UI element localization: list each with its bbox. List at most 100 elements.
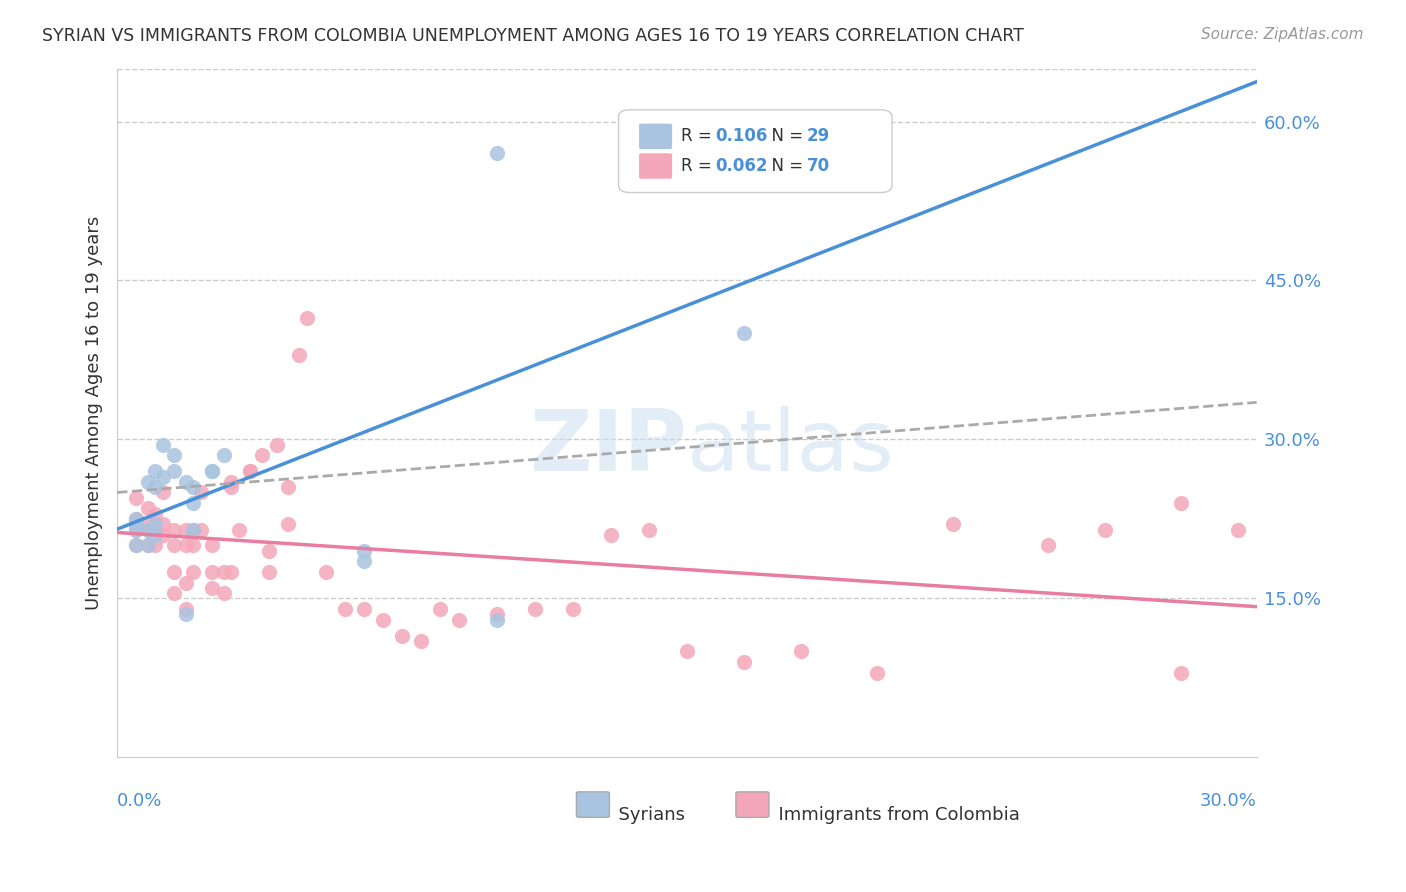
Point	[295, 310, 318, 325]
Point	[136, 501, 159, 516]
Text: SYRIAN VS IMMIGRANTS FROM COLOMBIA UNEMPLOYMENT AMONG AGES 16 TO 19 YEARS CORREL: SYRIAN VS IMMIGRANTS FROM COLOMBIA UNEMP…	[42, 27, 1024, 45]
Text: 29: 29	[807, 127, 830, 145]
Point	[201, 565, 224, 579]
Point	[228, 523, 250, 537]
Point	[125, 523, 148, 537]
Point	[163, 448, 186, 462]
Point	[485, 146, 508, 161]
Point	[485, 613, 508, 627]
Point	[485, 607, 508, 622]
Text: R =: R =	[682, 157, 717, 176]
Point	[371, 613, 394, 627]
Point	[638, 523, 661, 537]
Point	[136, 523, 159, 537]
Text: ZIP: ZIP	[529, 406, 688, 489]
Point	[733, 655, 755, 669]
Point	[391, 628, 413, 642]
Point	[181, 538, 204, 552]
Point	[212, 565, 235, 579]
Point	[125, 517, 148, 532]
Point	[163, 565, 186, 579]
Point	[136, 538, 159, 552]
Text: 0.106: 0.106	[716, 127, 768, 145]
Point	[657, 146, 679, 161]
Point	[174, 607, 197, 622]
Point	[181, 496, 204, 510]
Text: Source: ZipAtlas.com: Source: ZipAtlas.com	[1201, 27, 1364, 42]
Point	[152, 438, 174, 452]
Point	[201, 581, 224, 595]
Point	[239, 464, 262, 478]
Text: 0.062: 0.062	[716, 157, 768, 176]
Point	[136, 475, 159, 489]
Point	[163, 523, 186, 537]
Point	[353, 543, 375, 558]
FancyBboxPatch shape	[640, 153, 672, 178]
Point	[201, 464, 224, 478]
Point	[143, 507, 166, 521]
Point	[212, 586, 235, 600]
Point	[447, 613, 470, 627]
Point	[212, 448, 235, 462]
Point	[353, 554, 375, 568]
FancyBboxPatch shape	[735, 792, 769, 817]
Y-axis label: Unemployment Among Ages 16 to 19 years: Unemployment Among Ages 16 to 19 years	[86, 216, 103, 610]
Point	[125, 538, 148, 552]
Point	[136, 538, 159, 552]
Point	[733, 326, 755, 341]
Point	[174, 575, 197, 590]
Point	[174, 523, 197, 537]
Point	[1170, 665, 1192, 680]
Point	[181, 523, 204, 537]
Point	[257, 565, 280, 579]
Text: Syrians: Syrians	[607, 805, 685, 823]
Point	[277, 517, 299, 532]
Point	[136, 523, 159, 537]
Point	[266, 438, 288, 452]
Point	[143, 480, 166, 494]
FancyBboxPatch shape	[640, 124, 672, 149]
Point	[676, 644, 699, 658]
Text: 70: 70	[807, 157, 830, 176]
Point	[136, 517, 159, 532]
Point	[163, 538, 186, 552]
Point	[152, 528, 174, 542]
Point	[143, 523, 166, 537]
Point	[125, 512, 148, 526]
Point	[1226, 523, 1249, 537]
Point	[181, 565, 204, 579]
Text: 0.0%: 0.0%	[117, 791, 163, 810]
Point	[163, 586, 186, 600]
Point	[143, 464, 166, 478]
Text: R =: R =	[682, 127, 717, 145]
Point	[429, 602, 451, 616]
Point	[353, 602, 375, 616]
Point	[143, 517, 166, 532]
Point	[524, 602, 547, 616]
Point	[315, 565, 337, 579]
Point	[219, 565, 242, 579]
Point	[600, 528, 623, 542]
FancyBboxPatch shape	[576, 792, 609, 817]
Point	[201, 464, 224, 478]
Point	[257, 543, 280, 558]
Point	[288, 348, 311, 362]
Text: N =: N =	[761, 127, 808, 145]
Point	[201, 538, 224, 552]
Point	[125, 523, 148, 537]
Point	[181, 480, 204, 494]
Point	[219, 475, 242, 489]
Point	[143, 528, 166, 542]
Point	[174, 602, 197, 616]
Point	[125, 517, 148, 532]
Point	[277, 480, 299, 494]
Text: atlas: atlas	[688, 406, 894, 489]
Point	[125, 538, 148, 552]
Point	[163, 464, 186, 478]
Point	[1036, 538, 1059, 552]
Point	[942, 517, 965, 532]
Point	[152, 517, 174, 532]
Point	[125, 491, 148, 505]
Point	[181, 523, 204, 537]
Point	[1170, 496, 1192, 510]
